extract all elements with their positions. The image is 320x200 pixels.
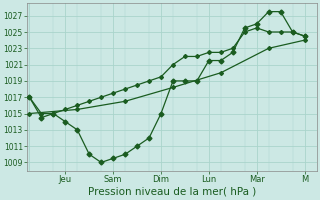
X-axis label: Pression niveau de la mer( hPa ): Pression niveau de la mer( hPa ) — [88, 187, 256, 197]
